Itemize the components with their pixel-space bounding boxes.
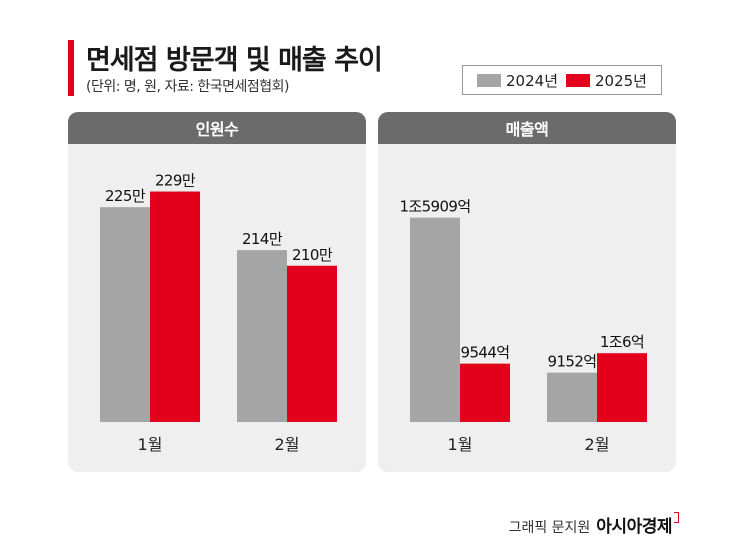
legend: 2024년 2025년 — [462, 65, 662, 95]
category-label-2월: 2월 — [275, 435, 300, 454]
data-label-2024년-2월: 214만 — [242, 230, 283, 248]
data-label-2025년-1월: 229만 — [155, 172, 196, 190]
credit: 그래픽 문지원 아시아경제 — [509, 512, 679, 537]
chart-subtitle: (단위: 명, 원, 자료: 한국면세점협회) — [86, 79, 290, 95]
publisher-logo-text: 아시아경제 — [596, 517, 672, 537]
bar-2024년-2월 — [237, 250, 287, 422]
data-label-2024년-1월: 1조5909억 — [399, 198, 470, 216]
category-label-1월: 1월 — [138, 435, 163, 454]
data-label-2025년-2월: 1조6억 — [600, 333, 644, 351]
visitors-panel-header: 인원수 — [68, 112, 366, 144]
bar-2024년-1월 — [410, 217, 460, 422]
bar-2025년-1월 — [150, 191, 200, 422]
data-label-2024년-2월: 9152억 — [548, 353, 597, 371]
legend-item-2025: 2025년 — [566, 70, 647, 91]
visitors-chart: 225만 229만 1월 214만 210만 2월 — [100, 172, 337, 454]
sales-panel-header: 매출액 — [378, 112, 676, 144]
category-label-1월: 1월 — [448, 435, 473, 454]
data-label-2025년-1월: 9544억 — [461, 344, 510, 362]
legend-swatch-2025 — [566, 73, 590, 87]
chart-title: 면세점 방문객 및 매출 추이 — [86, 45, 383, 76]
sales-panel: 매출액 1조5909억 9544억 1월 9152억 1조6억 2월 — [378, 112, 676, 472]
legend-item-2024: 2024년 — [477, 70, 558, 91]
credit-text: 그래픽 문지원 — [508, 520, 591, 536]
bar-2024년-2월 — [547, 372, 597, 422]
category-label-2월: 2월 — [585, 435, 610, 454]
data-label-2025년-2월: 210만 — [292, 246, 333, 264]
legend-label-2025: 2025년 — [595, 71, 647, 90]
title-accent-bar — [68, 40, 74, 96]
visitors-panel: 인원수 225만 229만 1월 214만 210만 2월 — [68, 112, 366, 472]
bar-2024년-1월 — [100, 207, 150, 422]
data-label-2024년-1월: 225만 — [105, 187, 146, 205]
logo-mark-icon — [674, 512, 679, 523]
publisher-logo: 아시아경제 — [596, 512, 679, 537]
legend-swatch-2024 — [477, 73, 502, 87]
bar-2025년-2월 — [287, 265, 337, 422]
bar-2025년-2월 — [597, 353, 647, 422]
bar-2025년-1월 — [460, 363, 510, 422]
legend-label-2024: 2024년 — [506, 71, 558, 90]
